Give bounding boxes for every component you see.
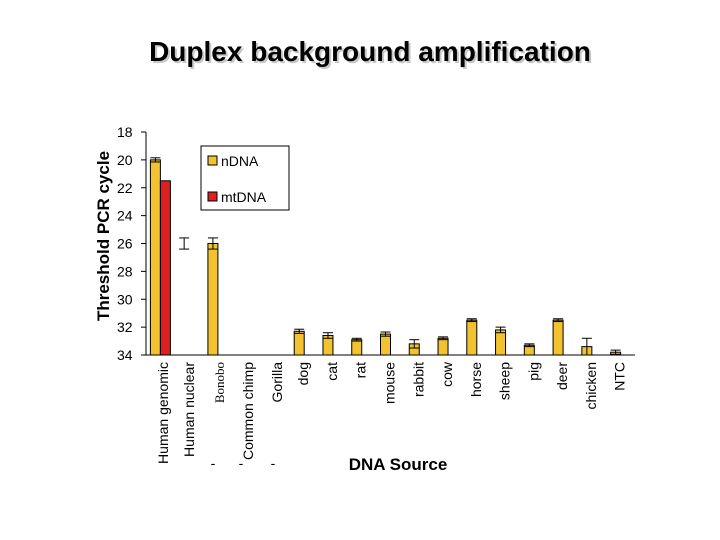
- chart-title: Duplex background amplification Duplex b…: [149, 36, 593, 69]
- category-label: rat: [353, 362, 369, 378]
- y-tick-label: 20: [117, 152, 133, 168]
- annotation-dash: -: [211, 455, 216, 471]
- y-tick-label: 18: [117, 124, 133, 140]
- y-axis-ticks: 18 20 22 24 26 28 30 32 34: [117, 124, 146, 363]
- annotation-dash: -: [239, 455, 244, 471]
- error-bars: [150, 157, 621, 356]
- y-tick-label: 30: [117, 291, 133, 307]
- category-label: horse: [468, 362, 484, 397]
- category-label: pig: [525, 362, 541, 381]
- category-label: Bonobo: [212, 362, 227, 403]
- error-bar: [553, 318, 564, 323]
- bar-ndna: [437, 337, 449, 356]
- category-label: cat: [324, 362, 340, 381]
- error-bar: [351, 337, 362, 342]
- category-labels: Human genomic Human nuclear Bonobo Common c…: [155, 361, 628, 464]
- error-bar: [150, 157, 161, 163]
- category-label: dog: [295, 362, 311, 385]
- error-bar: [409, 339, 420, 349]
- category-label: chicken: [583, 362, 599, 409]
- title-shadow: Duplex background amplification: [151, 38, 593, 69]
- error-bar: [207, 237, 218, 250]
- y-axis-title: Threshold PCR cycle: [94, 151, 113, 321]
- category-label: Gorilla: [269, 362, 285, 403]
- category-label: Human genomic: [155, 362, 171, 464]
- category-label: Human nuclear: [181, 362, 197, 457]
- category-label: rabbit: [410, 362, 426, 397]
- legend-swatch-ndna: [207, 155, 218, 166]
- error-bar: [438, 336, 449, 341]
- legend-label-ndna: nDNA: [221, 153, 259, 169]
- bar-ndna: [293, 330, 305, 356]
- y-tick-label: 26: [117, 236, 133, 252]
- annotation-dashes: - - -: [211, 455, 276, 471]
- error-bar: [294, 328, 305, 334]
- bar-ndna: [495, 329, 507, 356]
- category-label: NTC: [612, 362, 628, 391]
- bar-ndna: [149, 159, 161, 356]
- y-tick-label: 34: [117, 347, 133, 363]
- y-tick-label: 28: [117, 263, 133, 279]
- category-label: sheep: [497, 362, 513, 400]
- y-tick-label: 22: [117, 180, 133, 196]
- y-tick-label: 32: [117, 319, 133, 335]
- x-axis-title: DNA Source: [349, 455, 448, 474]
- bar-ndna: [207, 243, 219, 356]
- legend-label-mtdna: mtDNA: [221, 189, 267, 205]
- bar-ndna: [466, 319, 478, 356]
- bar-ndna: [351, 339, 363, 356]
- title-text: Duplex background amplification: [149, 36, 591, 67]
- error-bar: [495, 326, 506, 334]
- category-label: cow: [439, 361, 455, 387]
- bar-ndna: [552, 319, 564, 356]
- category-label: Common chimp: [240, 362, 256, 460]
- error-bar: [466, 318, 477, 323]
- y-tick-label: 24: [117, 208, 133, 224]
- category-label: deer: [554, 362, 570, 390]
- legend-swatch-mtdna: [207, 191, 218, 202]
- bar-mtdna: [159, 180, 171, 356]
- category-label: mouse: [382, 362, 398, 404]
- legend: nDNA mtDNA: [200, 145, 290, 211]
- error-bar: [524, 343, 535, 348]
- error-bar: [179, 237, 190, 250]
- error-bar: [380, 331, 391, 337]
- error-bar: [610, 349, 621, 355]
- error-bar: [322, 332, 333, 339]
- bar-ndna: [380, 333, 391, 356]
- annotation-dash: -: [271, 455, 276, 471]
